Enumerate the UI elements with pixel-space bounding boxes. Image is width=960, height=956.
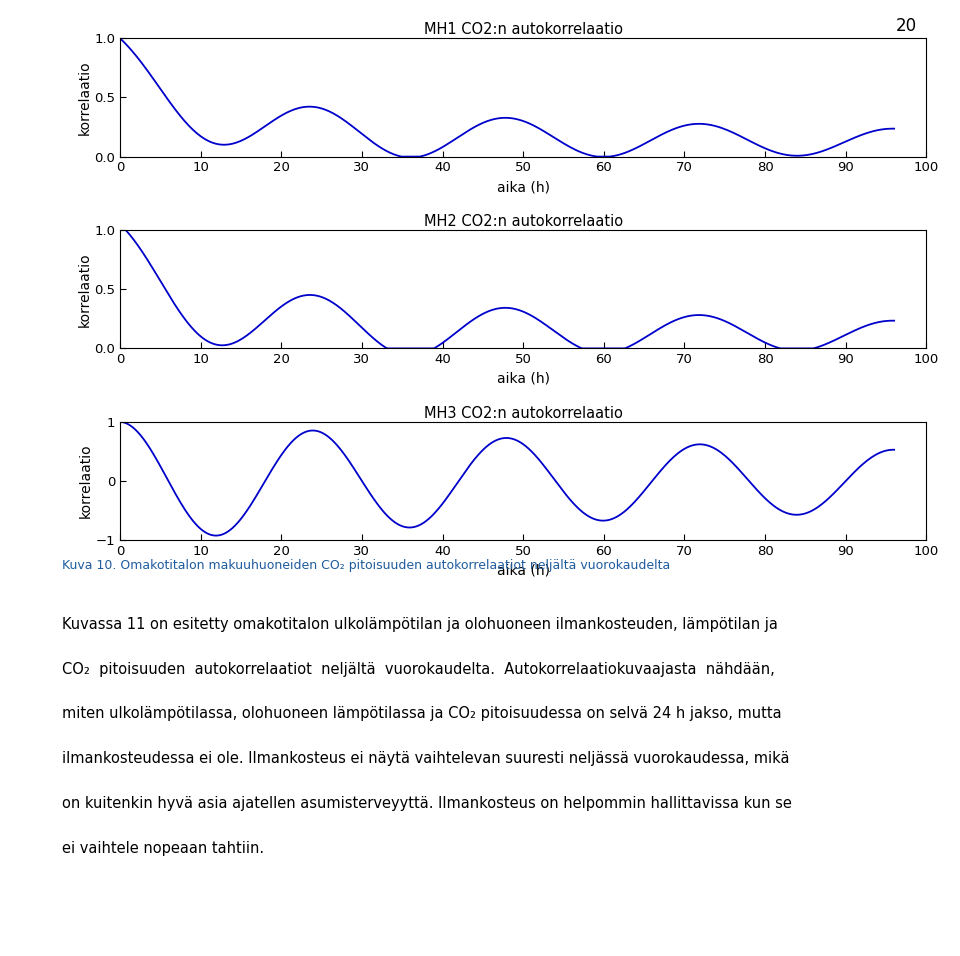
Text: Kuvassa 11 on esitetty omakotitalon ulkolämpötilan ja olohuoneen ilmankosteuden,: Kuvassa 11 on esitetty omakotitalon ulko… xyxy=(62,617,779,632)
Text: 20: 20 xyxy=(896,17,917,35)
X-axis label: aika (h): aika (h) xyxy=(496,372,550,386)
Text: Kuva 10. Omakotitalon makuuhuoneiden CO₂ pitoisuuden autokorrelaatiot neljältä v: Kuva 10. Omakotitalon makuuhuoneiden CO₂… xyxy=(62,559,671,573)
Title: MH1 CO2:n autokorrelaatio: MH1 CO2:n autokorrelaatio xyxy=(423,22,623,37)
Y-axis label: korrelaatio: korrelaatio xyxy=(78,251,91,327)
Text: ilmankosteudessa ei ole. Ilmankosteus ei näytä vaihtelevan suuresti neljässä vuo: ilmankosteudessa ei ole. Ilmankosteus ei… xyxy=(62,751,790,767)
X-axis label: aika (h): aika (h) xyxy=(496,563,550,577)
Text: on kuitenkin hyvä asia ajatellen asumisterveyyttä. Ilmankosteus on helpommin hal: on kuitenkin hyvä asia ajatellen asumist… xyxy=(62,796,792,812)
Text: miten ulkolämpötilassa, olohuoneen lämpötilassa ja CO₂ pitoisuudessa on selvä 24: miten ulkolämpötilassa, olohuoneen lämpö… xyxy=(62,706,782,722)
Y-axis label: korrelaatio: korrelaatio xyxy=(79,444,93,518)
Text: ei vaihtele nopeaan tahtiin.: ei vaihtele nopeaan tahtiin. xyxy=(62,841,265,857)
Title: MH3 CO2:n autokorrelaatio: MH3 CO2:n autokorrelaatio xyxy=(423,405,623,421)
Text: CO₂  pitoisuuden  autokorrelaatiot  neljältä  vuorokaudelta.  Autokorrelaatiokuv: CO₂ pitoisuuden autokorrelaatiot neljält… xyxy=(62,662,775,677)
X-axis label: aika (h): aika (h) xyxy=(496,180,550,194)
Title: MH2 CO2:n autokorrelaatio: MH2 CO2:n autokorrelaatio xyxy=(423,214,623,228)
Y-axis label: korrelaatio: korrelaatio xyxy=(78,60,91,135)
